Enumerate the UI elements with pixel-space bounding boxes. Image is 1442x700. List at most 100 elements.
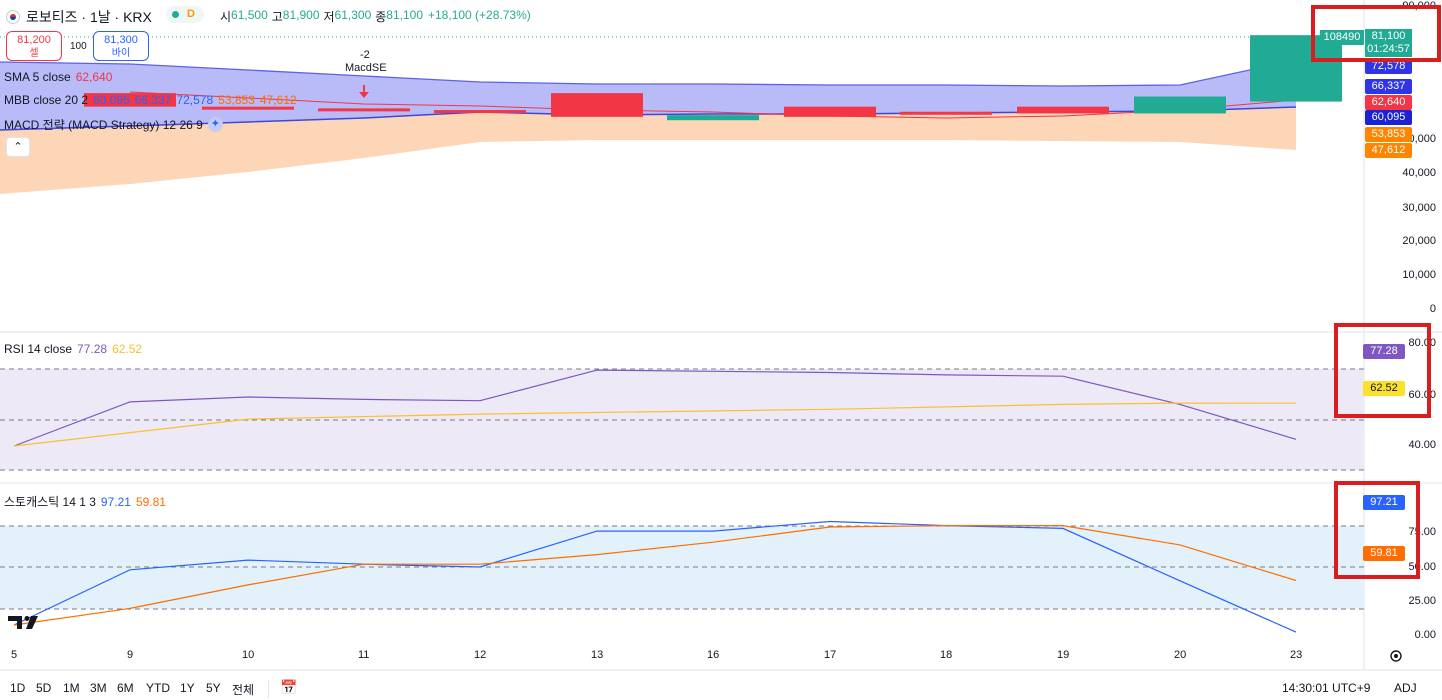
candle <box>84 93 176 107</box>
legend-rsi[interactable]: RSI 14 close 77.28 62.52 <box>4 342 142 356</box>
price-tick: 20,000 <box>1402 235 1436 247</box>
stoch-k-value: 97.21 <box>100 494 131 509</box>
-k-line <box>13 520 1297 633</box>
mbb-lower2-value: 47,612 <box>259 93 297 107</box>
x-tick: 10 <box>242 649 255 661</box>
buy-price: 81,300 <box>104 34 138 46</box>
collapse-legend-button[interactable]: ⌃ <box>6 137 30 157</box>
mbb-lower1-value: 53,853 <box>218 93 255 107</box>
toolbar-divider <box>268 680 269 698</box>
symbol-title[interactable]: 로보티즈 · 1날 · KRX <box>26 9 152 25</box>
change-value: +18,100 (+28.73%) <box>428 8 531 22</box>
rsi-line <box>13 369 1297 447</box>
legend-macd-strategy[interactable]: MACD 전략 (MACD Strategy) 12 26 9 ✦ <box>4 116 223 133</box>
stoch-tick: 25.00 <box>1408 595 1436 607</box>
rsi-ma-value: 62.52 <box>112 342 143 356</box>
x-tick: 5 <box>11 649 18 661</box>
legend-stochastic[interactable]: 스토캐스틱 14 1 3 97.21 59.81 <box>4 493 166 510</box>
settings-gear-icon[interactable] <box>1390 650 1402 662</box>
rsi-ma-tag: 62.52 <box>1363 381 1405 396</box>
price-tick: 10,000 <box>1402 269 1436 281</box>
sma-tag: 62,640 <box>1365 95 1412 110</box>
rsi-band-fill <box>0 369 1364 470</box>
candle <box>667 115 759 121</box>
range-6m[interactable]: 6M <box>117 681 134 695</box>
rsi-ma-line <box>13 402 1297 447</box>
highlight-box-rsi <box>1334 323 1431 418</box>
adj-toggle[interactable]: ADJ <box>1394 681 1417 695</box>
close-label: 종 <box>375 10 387 24</box>
mbb-upper-tag: 72,578 <box>1365 59 1412 74</box>
range-1y[interactable]: 1Y <box>180 681 195 695</box>
range-ytd[interactable]: YTD <box>146 681 170 695</box>
range-5d[interactable]: 5D <box>36 681 52 695</box>
candle <box>202 106 294 110</box>
mbb-basis-value: 60,095 <box>93 93 130 107</box>
mbb-lower2-tag: 47,612 <box>1365 143 1412 158</box>
stoch-title: 스토캐스틱 14 1 3 <box>4 495 96 509</box>
candle <box>318 108 410 112</box>
last-price-tag: 81,100 01:24:57 <box>1365 29 1412 57</box>
sell-label: 셀 <box>29 48 39 59</box>
low-label: 저 <box>323 10 335 24</box>
macd-signal-marker <box>359 85 369 98</box>
market-status-pill[interactable]: D <box>166 6 204 23</box>
mbb-upper1-value: 66,337 <box>134 93 172 107</box>
date-range-calendar-icon[interactable]: 📅 <box>280 679 298 695</box>
x-tick: 20 <box>1174 649 1187 661</box>
volume-tag: 108490 <box>1320 30 1364 45</box>
-d-line <box>13 524 1297 626</box>
sma-line <box>129 91 1297 119</box>
sell-price: 81,200 <box>17 34 51 46</box>
strategy-settings-icon[interactable]: ✦ <box>207 117 223 132</box>
sell-button[interactable]: 81,200 셀 <box>6 31 62 61</box>
stoch-tick: 75.00 <box>1408 526 1436 538</box>
stoch-d-tag: 59.81 <box>1363 546 1405 561</box>
range-1m[interactable]: 1M <box>63 681 80 695</box>
range-3m[interactable]: 3M <box>90 681 107 695</box>
korea-flag-icon <box>6 10 20 24</box>
last-price-value: 81,100 <box>1371 30 1406 42</box>
sma-title: SMA 5 close <box>4 70 71 84</box>
market-open-dot-icon <box>172 11 179 18</box>
range-1d[interactable]: 1D <box>10 681 26 695</box>
open-value: 61,500 <box>231 8 268 22</box>
x-tick: 12 <box>474 649 487 661</box>
bb-upper-line <box>0 59 1297 87</box>
legend-sma[interactable]: SMA 5 close 62,640 <box>4 70 112 84</box>
bar-countdown: 01:24:57 <box>1367 43 1410 55</box>
signal-qty: -2 <box>360 49 370 61</box>
bb-lower-fill <box>0 107 1296 194</box>
delay-badge: D <box>187 8 195 20</box>
ohlc-readout: 시 61,500 고 81,900 저 61,300 종 81,100 +18,100 … <box>220 8 531 25</box>
rsi-tick: 40.00 <box>1408 439 1436 451</box>
x-tick: 9 <box>127 649 134 661</box>
mbb-basis-tag: 60,095 <box>1365 110 1412 125</box>
macd-title: MACD 전략 (MACD Strategy) 12 26 9 <box>4 118 203 132</box>
candle <box>1250 35 1342 102</box>
clock-timezone[interactable]: 14:30:01 UTC+9 <box>1282 681 1371 695</box>
tradingview-logo[interactable] <box>8 616 38 629</box>
range-all[interactable]: 전체 <box>232 683 255 697</box>
open-label: 시 <box>220 10 232 24</box>
legend-mbb[interactable]: MBB close 20 2 60,095 66,337 72,578 53,8… <box>4 93 297 107</box>
candle <box>1134 96 1226 114</box>
low-value: 61,300 <box>334 8 372 22</box>
order-quantity[interactable]: 100 <box>70 41 87 52</box>
x-tick: 11 <box>358 649 370 661</box>
mbb-lower1-tag: 53,853 <box>1365 127 1412 142</box>
high-label: 고 <box>271 10 283 24</box>
bottom-toolbar: 1D 5D 1M 3M 6M YTD 1Y 5Y 전체 📅 14:30:01 U… <box>0 679 1442 700</box>
highlight-box-stoch <box>1334 481 1420 579</box>
highlight-box-price <box>1311 5 1441 62</box>
stoch-k-tag: 97.21 <box>1363 495 1405 510</box>
stoch-tick: 50.00 <box>1408 561 1436 573</box>
buy-button[interactable]: 81,300 바이 <box>93 31 149 61</box>
x-tick: 18 <box>940 649 953 661</box>
stoch-band-fill <box>0 526 1364 609</box>
mbb-upper2-value: 72,578 <box>176 93 214 107</box>
range-5y[interactable]: 5Y <box>206 681 221 695</box>
stoch-d-value: 59.81 <box>135 494 166 509</box>
buy-label: 바이 <box>111 48 131 59</box>
